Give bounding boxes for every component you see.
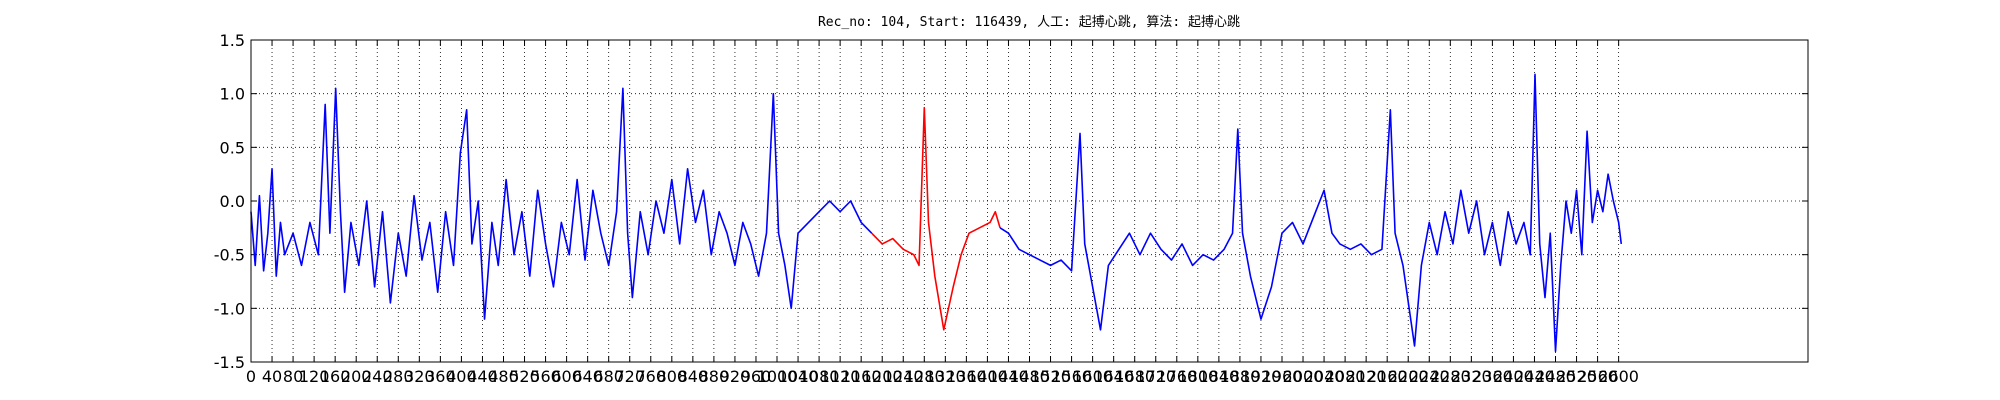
x-tick-label: 0 bbox=[246, 367, 256, 386]
y-tick-label: 1.0 bbox=[220, 85, 245, 104]
y-tick-label: -1.5 bbox=[214, 353, 245, 372]
x-tick-label: 2400 bbox=[1493, 367, 1534, 386]
x-tick-label: 200 bbox=[341, 367, 372, 386]
x-tick-label: 2560 bbox=[1577, 367, 1618, 386]
x-tick-label: 2600 bbox=[1598, 367, 1639, 386]
x-tick-label: 1920 bbox=[1241, 367, 1282, 386]
x-tick-label: 800 bbox=[657, 367, 688, 386]
x-tick-label: 2280 bbox=[1430, 367, 1471, 386]
x-tick-label: 1720 bbox=[1135, 367, 1176, 386]
signal-line bbox=[250, 87, 873, 320]
x-tick-label: 1320 bbox=[925, 367, 966, 386]
x-tick-label: 1360 bbox=[946, 367, 987, 386]
x-tick-label: 1640 bbox=[1093, 367, 1134, 386]
x-tick-label: 1400 bbox=[967, 367, 1008, 386]
x-tick-label: 520 bbox=[509, 367, 540, 386]
x-tick-label: 1760 bbox=[1156, 367, 1197, 386]
x-tick-label: 1080 bbox=[799, 367, 840, 386]
x-tick-label: 1880 bbox=[1220, 367, 1261, 386]
x-tick-label: 760 bbox=[635, 367, 666, 386]
x-tick-label: 360 bbox=[425, 367, 456, 386]
x-tick-label: 440 bbox=[467, 367, 498, 386]
x-tick-label: 1800 bbox=[1177, 367, 1218, 386]
signal-line bbox=[999, 73, 1623, 353]
x-tick-label: 1280 bbox=[904, 367, 945, 386]
x-tick-label: 960 bbox=[741, 367, 772, 386]
x-tick-label: 880 bbox=[699, 367, 730, 386]
x-tick-label: 2040 bbox=[1304, 367, 1345, 386]
x-tick-label: 480 bbox=[488, 367, 519, 386]
x-tick-label: 2240 bbox=[1409, 367, 1450, 386]
x-tick-label: 160 bbox=[320, 367, 351, 386]
x-tick-label: 1200 bbox=[862, 367, 903, 386]
x-tick-label: 2440 bbox=[1514, 367, 1555, 386]
x-tick-label: 640 bbox=[572, 367, 603, 386]
y-tick-label: -1.0 bbox=[214, 299, 245, 318]
x-tick-label: 2360 bbox=[1472, 367, 1513, 386]
signal-line bbox=[871, 106, 1001, 331]
y-tick-label: -0.5 bbox=[214, 246, 245, 265]
x-tick-label: 80 bbox=[283, 367, 303, 386]
x-tick-label: 2520 bbox=[1556, 367, 1597, 386]
x-tick-label: 2320 bbox=[1451, 367, 1492, 386]
x-tick-label: 1120 bbox=[820, 367, 861, 386]
x-tick-label: 920 bbox=[720, 367, 751, 386]
x-tick-label: 1960 bbox=[1262, 367, 1303, 386]
x-tick-label: 560 bbox=[530, 367, 561, 386]
x-tick-label: 1600 bbox=[1072, 367, 1113, 386]
x-tick-label: 1040 bbox=[778, 367, 819, 386]
x-tick-label: 680 bbox=[593, 367, 624, 386]
x-tick-label: 840 bbox=[678, 367, 709, 386]
x-tick-label: 1680 bbox=[1114, 367, 1155, 386]
x-tick-label: 2160 bbox=[1367, 367, 1408, 386]
x-tick-label: 240 bbox=[362, 367, 393, 386]
plot-frame bbox=[250, 39, 1809, 363]
x-tick-label: 2480 bbox=[1535, 367, 1576, 386]
x-tick-label: 1440 bbox=[988, 367, 1029, 386]
y-tick-label: 0.5 bbox=[220, 138, 245, 157]
x-tick-label: 1840 bbox=[1199, 367, 1240, 386]
x-tick-label: 1160 bbox=[841, 367, 882, 386]
x-tick-label: 1000 bbox=[757, 367, 798, 386]
x-tick-label: 2000 bbox=[1283, 367, 1324, 386]
x-tick-label: 1560 bbox=[1051, 367, 1092, 386]
x-tick-label: 320 bbox=[404, 367, 435, 386]
x-tick-label: 40 bbox=[262, 367, 282, 386]
y-tick-label: 0.0 bbox=[220, 192, 245, 211]
x-tick-label: 120 bbox=[299, 367, 330, 386]
chart-title: Rec_no: 104, Start: 116439, 人工: 起搏心跳, 算法… bbox=[818, 14, 1240, 30]
x-tick-label: 2200 bbox=[1388, 367, 1429, 386]
x-tick-label: 280 bbox=[383, 367, 414, 386]
x-tick-label: 1520 bbox=[1030, 367, 1071, 386]
x-tick-label: 720 bbox=[614, 367, 645, 386]
x-tick-label: 2120 bbox=[1346, 367, 1387, 386]
x-tick-label: 400 bbox=[446, 367, 477, 386]
x-tick-label: 2080 bbox=[1325, 367, 1366, 386]
x-tick-label: 600 bbox=[551, 367, 582, 386]
y-tick-label: 1.5 bbox=[220, 31, 245, 50]
x-tick-label: 1240 bbox=[883, 367, 924, 386]
x-tick-label: 1480 bbox=[1009, 367, 1050, 386]
